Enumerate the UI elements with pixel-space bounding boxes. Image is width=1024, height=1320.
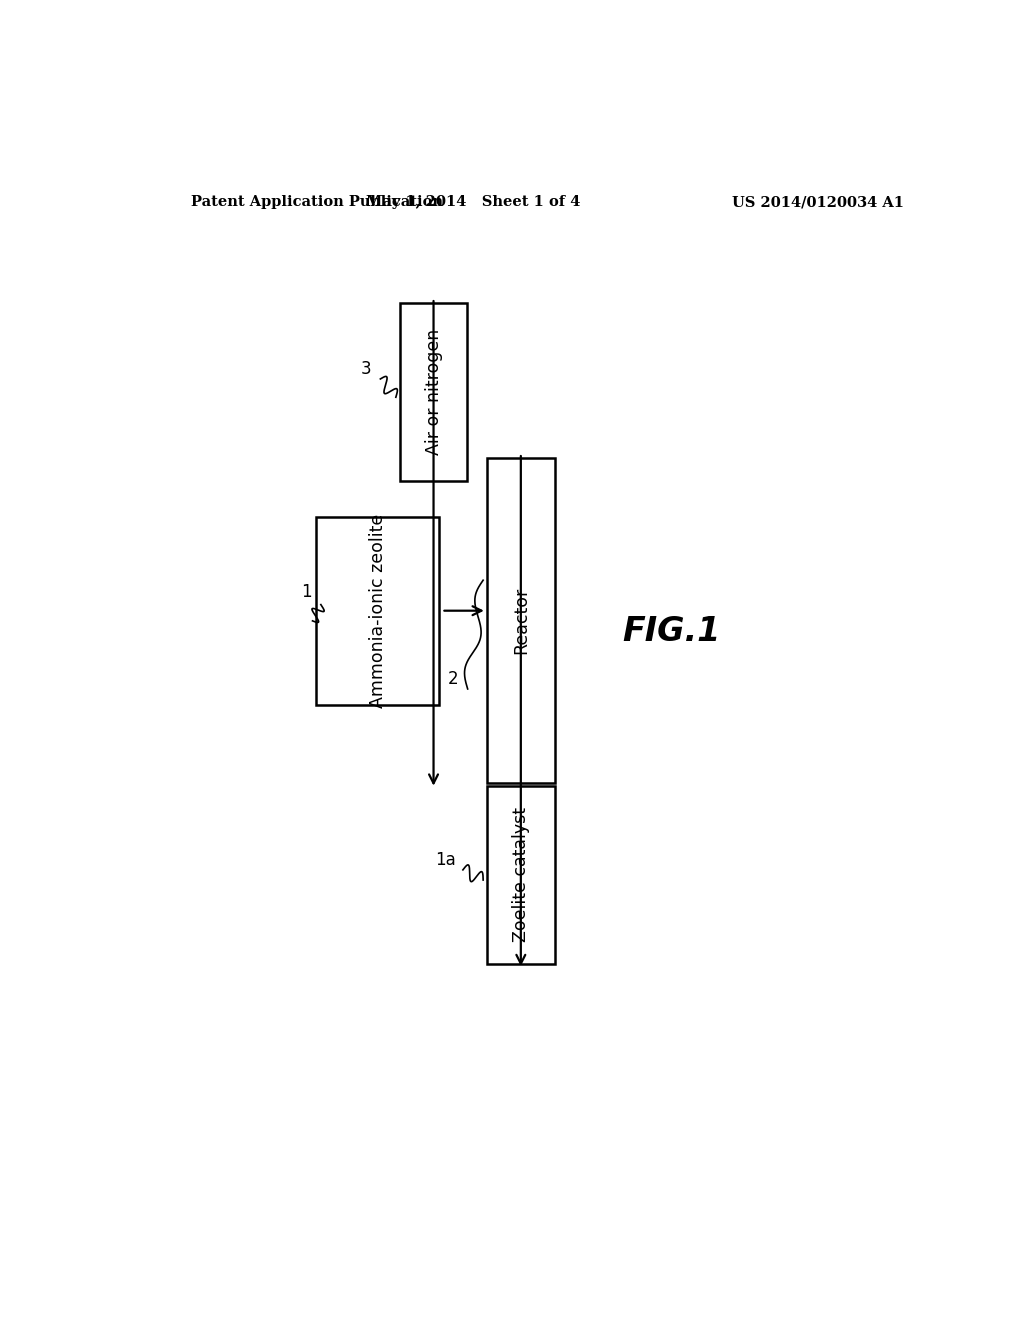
Text: 3: 3 <box>360 360 372 378</box>
Text: May 1, 2014   Sheet 1 of 4: May 1, 2014 Sheet 1 of 4 <box>366 195 581 209</box>
Text: Zoelite catalyst: Zoelite catalyst <box>512 808 529 942</box>
Text: Patent Application Publication: Patent Application Publication <box>191 195 443 209</box>
Text: 2: 2 <box>449 669 459 688</box>
Bar <box>487 785 555 964</box>
Bar <box>487 458 555 784</box>
Text: Ammonia-ionic zeolite: Ammonia-ionic zeolite <box>369 513 387 708</box>
Text: Reactor: Reactor <box>512 587 529 655</box>
Bar <box>399 304 467 480</box>
Text: US 2014/0120034 A1: US 2014/0120034 A1 <box>732 195 904 209</box>
Text: FIG.1: FIG.1 <box>623 615 721 648</box>
Text: Air or nitrogen: Air or nitrogen <box>425 329 442 455</box>
Bar <box>316 516 439 705</box>
Text: 1: 1 <box>301 583 312 602</box>
Text: 1a: 1a <box>435 850 456 869</box>
